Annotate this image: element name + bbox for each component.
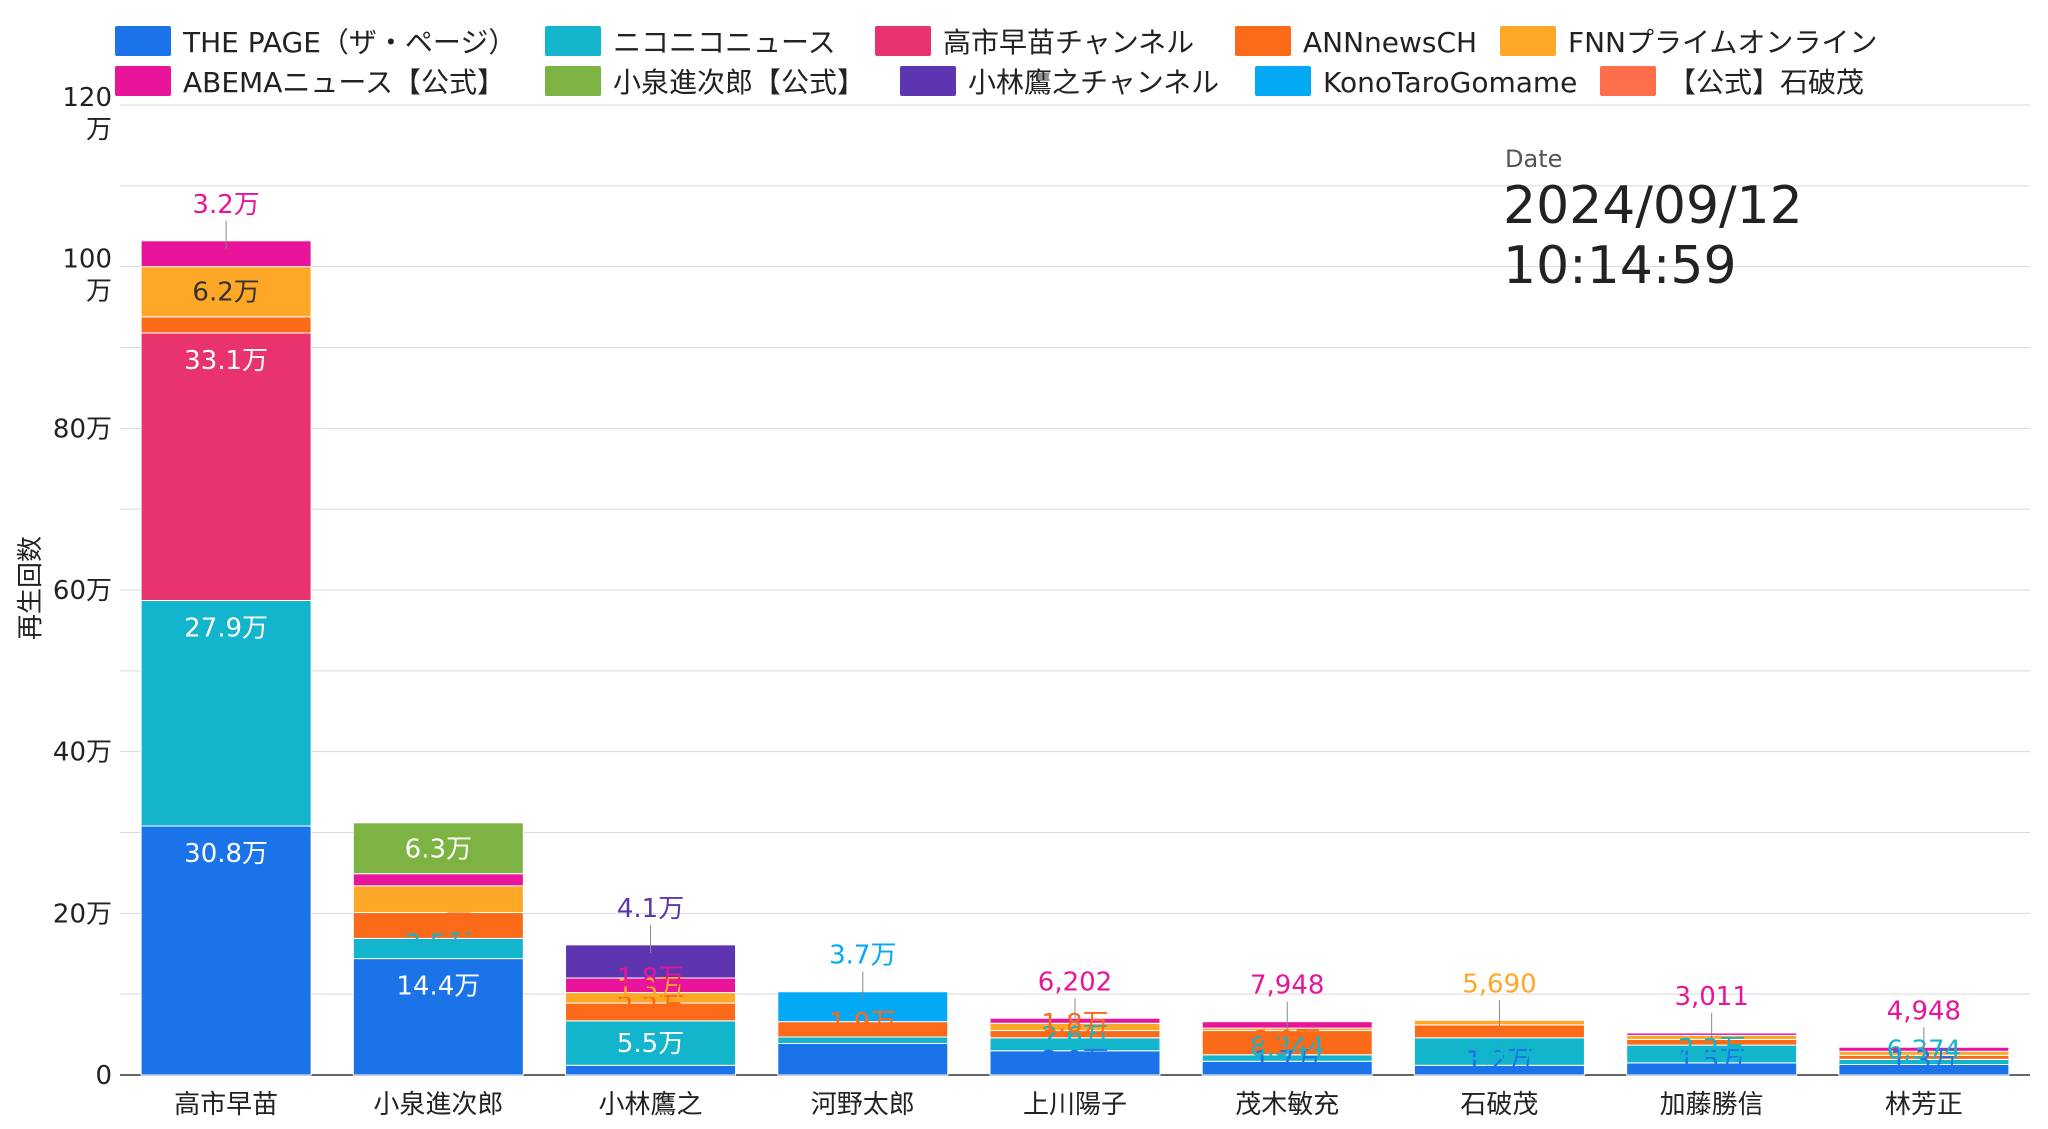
bar-segment [1201, 1030, 1373, 1056]
legend-entry: 小林鷹之チャンネル [968, 66, 1219, 99]
data-label: 2.5万 [405, 930, 472, 960]
y-tick-label: 100 万 [62, 245, 112, 307]
legend-entry: ニコニコニュース [613, 26, 836, 59]
data-label: 6.3万 [405, 834, 472, 864]
bar-segment [140, 600, 312, 827]
x-tick-label: 小泉進次郎 [373, 1090, 503, 1120]
y-tick-label: 80万 [53, 414, 112, 444]
y-axis-ticks: 0 20万 40万 60万 80万 100 万 120 万 [53, 83, 112, 1091]
legend-entry: ABEMAニュース【公式】 [183, 66, 505, 99]
bar-segment [352, 822, 524, 875]
y-axis-label: 再生回数 [16, 535, 46, 640]
data-label: 3.4万 [1466, 1036, 1533, 1066]
legend-swatch [545, 66, 601, 96]
legend-swatch [115, 26, 171, 56]
legend-entry: KonoTaroGomame [1323, 66, 1577, 99]
legend-entry: THE PAGE（ザ・ページ） [182, 26, 516, 59]
data-label: 8,344 [1250, 1032, 1324, 1062]
data-label: 3.0万 [1041, 1046, 1108, 1076]
data-label: 1.8万 [617, 964, 684, 994]
bar-segment [140, 332, 312, 602]
legend-swatch [1500, 26, 1556, 56]
x-tick-label: 高市早苗 [174, 1090, 278, 1120]
legend-swatch [900, 66, 956, 96]
legend-entry: 小泉進次郎【公式】 [613, 66, 865, 99]
data-label: 3.9万 [829, 1045, 896, 1075]
x-tick-label: 河野太郎 [811, 1090, 915, 1120]
x-tick-label: 上川陽子 [1023, 1090, 1127, 1120]
legend-swatch [875, 26, 931, 56]
data-label: 3,011 [1674, 982, 1748, 1012]
data-label: 5.5万 [617, 1029, 684, 1059]
bar-segment [140, 266, 312, 318]
legend-swatch [545, 26, 601, 56]
legend: THE PAGE（ザ・ページ） ニコニコニュース 高市早苗チャンネル ANNnewsC… [115, 26, 1877, 99]
legend-swatch [115, 66, 171, 96]
y-tick-label: 20万 [53, 899, 112, 929]
legend-entry: 高市早苗チャンネル [943, 26, 1194, 59]
x-tick-label: 小林鷹之 [599, 1090, 703, 1120]
data-label: 3.2万 [405, 909, 472, 939]
bar-segment [140, 316, 312, 334]
bar-segment [989, 1050, 1161, 1076]
data-label: 1.5万 [1678, 1046, 1745, 1076]
data-label: 3.2万 [192, 190, 259, 220]
data-label: 6.2万 [192, 278, 259, 308]
data-label: 5,690 [1462, 969, 1536, 999]
data-label: 3.0万 [1254, 1026, 1321, 1056]
y-tick-label: 40万 [53, 738, 112, 768]
y-tick-label: 60万 [53, 576, 112, 606]
bar-segment [777, 1042, 949, 1076]
legend-swatch [1255, 66, 1311, 96]
x-axis-ticks: 高市早苗 小泉進次郎 小林鷹之 河野太郎 上川陽子 茂木敏充 石破茂 加藤勝信 林芳正 [174, 1090, 1963, 1120]
data-label: 2.6万 [1041, 1022, 1108, 1052]
x-tick-label: 加藤勝信 [1660, 1090, 1764, 1120]
data-label: 4,948 [1887, 996, 1961, 1026]
data-label: 1.7万 [1254, 1046, 1321, 1076]
bar-segment [565, 1064, 737, 1076]
y-tick-label: 0 [95, 1061, 112, 1091]
x-tick-label: 石破茂 [1460, 1090, 1538, 1120]
data-label: 1.2万 [1466, 1046, 1533, 1076]
date-caption: Date [1505, 145, 1563, 173]
data-label: 7,948 [1250, 971, 1324, 1001]
data-label: 27.9万 [184, 614, 268, 644]
data-label: 2.2万 [617, 992, 684, 1022]
bars [140, 240, 2010, 1076]
data-label: 33.1万 [184, 346, 268, 376]
data-label: 4.1万 [617, 894, 684, 924]
data-label: 6,202 [1038, 967, 1112, 997]
data-label: 1.9万 [829, 1008, 896, 1038]
x-tick-label: 林芳正 [1885, 1090, 1963, 1120]
data-label: 3.7万 [829, 941, 896, 971]
y-tick-label: 120 万 [62, 83, 112, 145]
bar-segment [352, 912, 524, 939]
data-label: 30.8万 [184, 839, 268, 869]
bar-segment [352, 885, 524, 914]
legend-entry: 【公式】石破茂 [1668, 66, 1864, 99]
data-labels: 30.8万27.9万33.1万6.2万3.2万14.4万2.5万3.2万3.3万… [184, 190, 1961, 1076]
legend-entry: ANNnewsCH [1303, 26, 1477, 59]
legend-swatch [1235, 26, 1291, 56]
data-label: 1.3万 [617, 974, 684, 1004]
legend-swatch [1600, 66, 1656, 96]
data-label: 3.3万 [405, 884, 472, 914]
legend-entry: FNNプライムオンライン [1568, 26, 1877, 59]
date-value: 2024/09/12 10:14:59 [1503, 176, 1803, 296]
bar-segment [352, 958, 524, 1076]
bar-segment [565, 1020, 737, 1066]
x-tick-label: 茂木敏充 [1235, 1090, 1339, 1120]
data-label: 14.4万 [396, 972, 480, 1002]
bar-segment [140, 825, 312, 1076]
